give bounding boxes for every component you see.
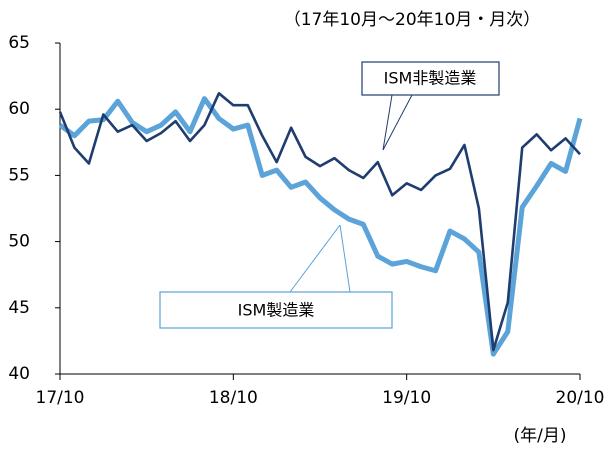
annotation-text: ISM非製造業 <box>384 69 477 88</box>
annotation-text: ISM製造業 <box>238 301 315 320</box>
chart-subtitle: （17年10月～20年10月・月次） <box>284 10 541 30</box>
x-tick-label: 18/10 <box>209 388 258 408</box>
x-tick-label: 17/10 <box>36 388 85 408</box>
callout-line <box>289 224 341 293</box>
y-tick-label: 60 <box>8 99 30 119</box>
annotation-nonmfg: ISM非製造業 <box>361 61 500 151</box>
y-tick-label: 40 <box>8 364 30 384</box>
callout-line <box>382 94 413 151</box>
y-tick-label: 50 <box>8 232 30 252</box>
y-tick-label: 55 <box>8 165 30 185</box>
x-tick-label: 19/10 <box>382 388 431 408</box>
annotation-box <box>361 61 500 96</box>
series-line <box>58 92 581 352</box>
y-tick-label: 65 <box>8 33 30 53</box>
annotation-mfg: ISM製造業 <box>159 224 393 329</box>
plot-area: 40 45 50 55 60 65 17/10 18/10 19/10 20/10 <box>8 33 604 408</box>
x-tick-label: 20/10 <box>556 388 605 408</box>
series-line <box>58 96 583 357</box>
callout-line <box>339 224 351 293</box>
y-tick-label: 45 <box>8 298 30 318</box>
x-axis-label: (年/月) <box>514 426 567 446</box>
annotation-box <box>159 291 393 329</box>
callout-line <box>382 94 393 151</box>
